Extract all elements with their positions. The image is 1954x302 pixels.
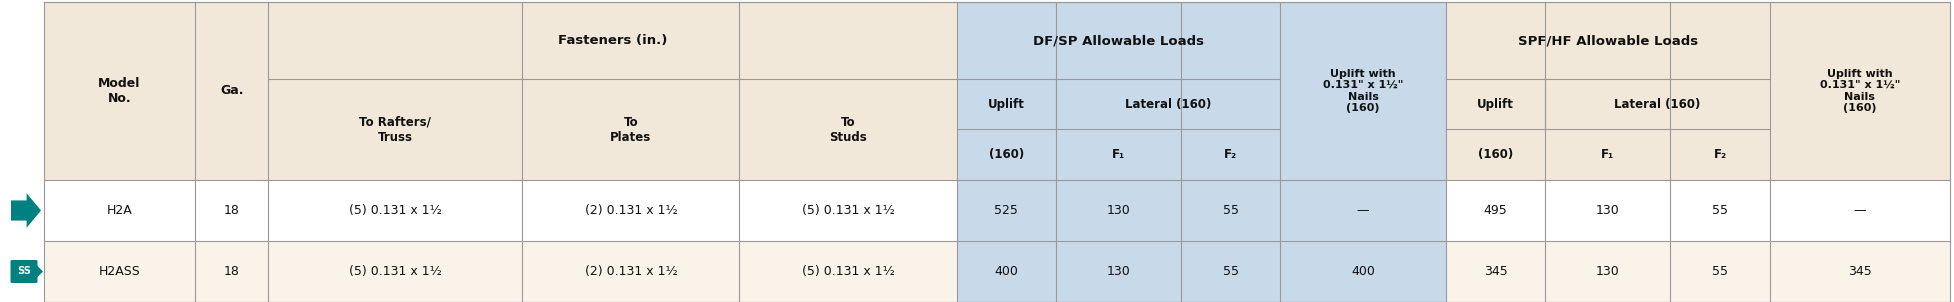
Text: (2) 0.131 x 1½: (2) 0.131 x 1½ <box>584 265 678 278</box>
Bar <box>1671 2 1770 180</box>
Text: 400: 400 <box>995 265 1018 278</box>
Bar <box>1446 180 1546 241</box>
Text: 55: 55 <box>1712 204 1727 217</box>
Polygon shape <box>35 265 43 278</box>
Text: F₁: F₁ <box>1112 148 1126 161</box>
Text: To
Plates: To Plates <box>610 116 651 144</box>
Bar <box>1770 241 1950 302</box>
Bar <box>1671 180 1770 241</box>
Text: (2) 0.131 x 1½: (2) 0.131 x 1½ <box>584 204 678 217</box>
Bar <box>957 241 1055 302</box>
Text: 400: 400 <box>1350 265 1376 278</box>
Bar <box>1055 180 1180 241</box>
Text: Model
No.: Model No. <box>98 77 141 105</box>
Text: F₂: F₂ <box>1223 148 1237 161</box>
Bar <box>739 241 957 302</box>
Bar <box>1671 241 1770 302</box>
Text: 18: 18 <box>223 265 240 278</box>
Text: (5) 0.131 x 1½: (5) 0.131 x 1½ <box>350 265 442 278</box>
Text: Uplift: Uplift <box>989 98 1024 111</box>
Text: Uplift with
0.131" x 1½"
Nails
(160): Uplift with 0.131" x 1½" Nails (160) <box>1819 69 1899 113</box>
Text: 18: 18 <box>223 204 240 217</box>
Text: F₂: F₂ <box>1714 148 1727 161</box>
Bar <box>522 2 739 180</box>
Text: 130: 130 <box>1596 204 1620 217</box>
Text: H2A: H2A <box>107 204 133 217</box>
Bar <box>45 241 195 302</box>
Text: 495: 495 <box>1483 204 1507 217</box>
Bar <box>1446 241 1546 302</box>
Bar <box>1280 241 1446 302</box>
Text: SPF/HF Allowable Loads: SPF/HF Allowable Loads <box>1518 34 1698 47</box>
Text: (160): (160) <box>1477 148 1512 161</box>
Bar <box>195 2 268 180</box>
Bar <box>1055 2 1180 180</box>
Bar <box>957 180 1055 241</box>
Text: (5) 0.131 x 1½: (5) 0.131 x 1½ <box>801 265 895 278</box>
Text: 55: 55 <box>1223 265 1239 278</box>
Text: 130: 130 <box>1106 265 1129 278</box>
Text: To
Studs: To Studs <box>828 116 868 144</box>
Bar <box>1180 2 1280 180</box>
FancyBboxPatch shape <box>10 260 37 283</box>
Text: —: — <box>1854 204 1866 217</box>
Bar <box>1055 241 1180 302</box>
Bar <box>195 241 268 302</box>
Bar <box>1180 241 1280 302</box>
Text: 55: 55 <box>1223 204 1239 217</box>
Bar <box>1280 2 1446 180</box>
Bar <box>1546 180 1671 241</box>
Bar <box>45 180 195 241</box>
Text: 130: 130 <box>1106 204 1129 217</box>
Text: H2ASS: H2ASS <box>98 265 141 278</box>
Text: 130: 130 <box>1596 265 1620 278</box>
Text: SS: SS <box>18 266 31 277</box>
Bar <box>1770 2 1950 180</box>
Text: Uplift with
0.131" x 1½"
Nails
(160): Uplift with 0.131" x 1½" Nails (160) <box>1323 69 1403 113</box>
Bar <box>522 241 739 302</box>
Text: (5) 0.131 x 1½: (5) 0.131 x 1½ <box>801 204 895 217</box>
Bar <box>739 2 957 180</box>
Bar <box>195 180 268 241</box>
Text: To Rafters/
Truss: To Rafters/ Truss <box>360 116 432 144</box>
Bar <box>1546 241 1671 302</box>
Text: DF/SP Allowable Loads: DF/SP Allowable Loads <box>1034 34 1204 47</box>
Text: —: — <box>1356 204 1370 217</box>
Text: 345: 345 <box>1483 265 1507 278</box>
Text: 345: 345 <box>1848 265 1872 278</box>
Bar <box>1280 180 1446 241</box>
Text: (5) 0.131 x 1½: (5) 0.131 x 1½ <box>350 204 442 217</box>
Text: (160): (160) <box>989 148 1024 161</box>
Text: Uplift: Uplift <box>1477 98 1514 111</box>
Bar <box>1446 2 1546 180</box>
Text: Lateral (160): Lateral (160) <box>1126 98 1211 111</box>
Bar <box>522 180 739 241</box>
Text: 525: 525 <box>995 204 1018 217</box>
Text: Lateral (160): Lateral (160) <box>1614 98 1700 111</box>
Text: Ga.: Ga. <box>221 85 244 98</box>
Bar <box>1546 2 1671 180</box>
Bar <box>1770 180 1950 241</box>
Text: 55: 55 <box>1712 265 1727 278</box>
Bar <box>957 2 1055 180</box>
Bar <box>1180 180 1280 241</box>
Bar <box>739 180 957 241</box>
Bar <box>45 2 195 180</box>
Polygon shape <box>12 193 41 228</box>
Text: F₁: F₁ <box>1600 148 1614 161</box>
Text: Fasteners (in.): Fasteners (in.) <box>557 34 666 47</box>
Bar <box>268 2 522 180</box>
Bar <box>268 180 522 241</box>
Bar <box>268 241 522 302</box>
